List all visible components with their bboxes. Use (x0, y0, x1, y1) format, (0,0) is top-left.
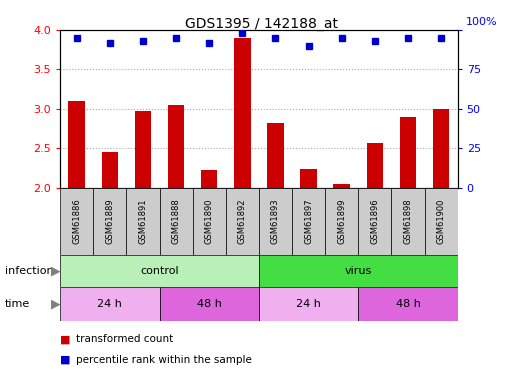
Bar (358, 287, 458, 321)
Text: transformed count: transformed count (76, 334, 173, 344)
Bar (292, 188, 325, 255)
Bar (160, 287, 259, 321)
Text: GSM61891: GSM61891 (139, 198, 147, 244)
Bar (201, 170, 218, 188)
Text: infection: infection (5, 266, 54, 276)
Text: GDS1395 / 142188_at: GDS1395 / 142188_at (185, 17, 338, 31)
Text: 24 h: 24 h (97, 299, 122, 309)
Bar (358, 188, 391, 255)
Text: 48 h: 48 h (197, 299, 222, 309)
Bar (267, 123, 283, 188)
Text: GSM61900: GSM61900 (437, 199, 446, 244)
Text: GSM61890: GSM61890 (204, 198, 214, 244)
Text: virus: virus (345, 266, 372, 276)
Bar (259, 255, 458, 287)
Text: GSM61897: GSM61897 (304, 198, 313, 244)
Bar (334, 184, 350, 188)
Bar (400, 117, 416, 188)
Bar (93, 188, 127, 255)
Text: GSM61886: GSM61886 (72, 198, 81, 244)
Bar (300, 170, 317, 188)
Bar (234, 38, 251, 188)
Text: 100%: 100% (465, 17, 497, 27)
Bar (391, 188, 425, 255)
Text: GSM61893: GSM61893 (271, 198, 280, 244)
Text: time: time (5, 299, 30, 309)
Text: percentile rank within the sample: percentile rank within the sample (76, 355, 252, 365)
Text: GSM61898: GSM61898 (403, 198, 413, 244)
Bar (226, 188, 259, 255)
Text: GSM61892: GSM61892 (238, 198, 247, 244)
Text: ■: ■ (60, 355, 71, 365)
Bar (69, 101, 85, 188)
Bar (60, 255, 259, 287)
Text: ■: ■ (60, 334, 71, 344)
Bar (127, 188, 160, 255)
Bar (325, 188, 358, 255)
Bar (259, 287, 358, 321)
Bar (160, 188, 192, 255)
Bar (60, 188, 93, 255)
Text: GSM61888: GSM61888 (172, 198, 180, 244)
Text: GSM61899: GSM61899 (337, 198, 346, 244)
Text: 24 h: 24 h (296, 299, 321, 309)
Bar (101, 152, 118, 188)
Text: ▶: ▶ (51, 264, 61, 278)
Bar (259, 188, 292, 255)
Bar (192, 188, 226, 255)
Bar (433, 109, 449, 188)
Bar (168, 105, 185, 188)
Text: ▶: ▶ (51, 297, 61, 310)
Text: 48 h: 48 h (395, 299, 420, 309)
Text: GSM61889: GSM61889 (105, 198, 115, 244)
Bar (60, 287, 160, 321)
Bar (367, 142, 383, 188)
Bar (425, 188, 458, 255)
Text: GSM61896: GSM61896 (370, 198, 379, 244)
Text: control: control (140, 266, 179, 276)
Bar (135, 111, 151, 188)
